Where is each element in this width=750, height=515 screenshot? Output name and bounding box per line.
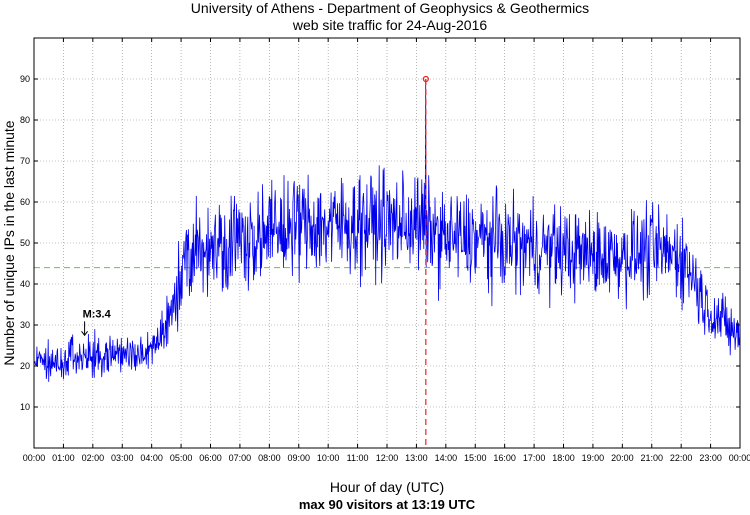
y-tick-label: 90 xyxy=(20,74,30,84)
x-tick-label: 23:00 xyxy=(699,453,722,463)
y-tick-label: 70 xyxy=(20,156,30,166)
y-tick-label: 20 xyxy=(20,361,30,371)
x-tick-label: 03:00 xyxy=(111,453,134,463)
chart-subtitle: web site traffic for 24-Aug-2016 xyxy=(292,17,488,33)
y-tick-label: 50 xyxy=(20,238,30,248)
x-axis-ticks: 00:00 01:00 02:00 03:00 04:00 05:00 06:00 07:00… xyxy=(23,38,750,463)
x-tick-label: 06:00 xyxy=(199,453,222,463)
x-tick-label: 11:00 xyxy=(347,453,369,463)
x-tick-label: 15:00 xyxy=(464,453,487,463)
x-tick-label: 13:00 xyxy=(405,453,428,463)
footer-note: max 90 visitors at 13:19 UTC xyxy=(299,497,476,512)
x-tick-label: 10:00 xyxy=(317,453,340,463)
y-axis-ticks: 10 20 30 40 50 60 70 80 90 xyxy=(20,74,740,412)
x-tick-label: 07:00 xyxy=(229,453,252,463)
x-tick-label: 16:00 xyxy=(493,453,516,463)
y-tick-label: 60 xyxy=(20,197,30,207)
x-tick-label: 00:00 xyxy=(23,453,46,463)
x-tick-label: 18:00 xyxy=(552,453,575,463)
x-tick-label: 00:00 xyxy=(729,453,750,463)
chart-title: University of Athens - Department of Geo… xyxy=(191,0,589,16)
annotation-label: M:3.4 xyxy=(83,308,112,320)
annotation-arrow-head xyxy=(81,331,88,337)
x-tick-label: 20:00 xyxy=(611,453,634,463)
x-tick-label: 14:00 xyxy=(435,453,458,463)
x-tick-label: 21:00 xyxy=(640,453,663,463)
y-tick-label: 30 xyxy=(20,320,30,330)
annotation: M:3.4 xyxy=(81,308,112,337)
x-axis-label: Hour of day (UTC) xyxy=(330,479,444,495)
y-axis-label: Number of unique IPs in the last minute xyxy=(1,120,17,365)
x-tick-label: 08:00 xyxy=(258,453,281,463)
x-tick-label: 02:00 xyxy=(82,453,105,463)
y-tick-label: 10 xyxy=(20,402,30,412)
max-point-marker xyxy=(422,75,429,83)
x-tick-label: 05:00 xyxy=(170,453,193,463)
x-tick-label: 22:00 xyxy=(670,453,693,463)
series-line xyxy=(33,78,741,382)
x-tick-label: 01:00 xyxy=(52,453,75,463)
y-tick-label: 40 xyxy=(20,279,30,289)
x-tick-label: 04:00 xyxy=(140,453,163,463)
x-tick-label: 09:00 xyxy=(287,453,310,463)
x-tick-label: 12:00 xyxy=(376,453,399,463)
y-tick-label: 80 xyxy=(20,115,30,125)
x-tick-label: 19:00 xyxy=(582,453,605,463)
x-tick-label: 17:00 xyxy=(523,453,546,463)
